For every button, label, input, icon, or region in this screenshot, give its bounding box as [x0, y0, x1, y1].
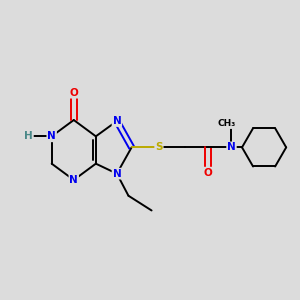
Text: CH₃: CH₃: [217, 119, 236, 128]
Text: N: N: [47, 131, 56, 141]
Text: O: O: [204, 168, 213, 178]
Text: O: O: [69, 88, 78, 98]
Text: N: N: [227, 142, 236, 152]
Text: S: S: [155, 142, 163, 152]
Text: H: H: [24, 131, 33, 141]
Text: N: N: [112, 169, 121, 179]
Text: N: N: [69, 175, 78, 185]
Text: N: N: [112, 116, 121, 126]
